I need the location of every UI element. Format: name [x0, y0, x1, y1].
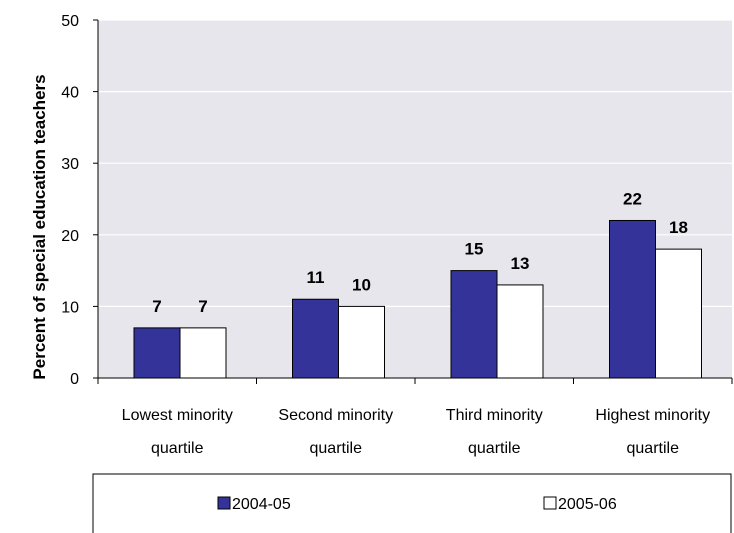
bar-2004-05-3: [609, 219, 656, 379]
bar-2005-06-3: [655, 248, 702, 379]
bar-2005-06-1: [338, 305, 385, 379]
y-axis-ticks: 0 10 20 30 40 50: [61, 13, 98, 388]
x-category-label: quartile: [151, 440, 204, 457]
value-label: 22: [623, 189, 642, 208]
value-label: 7: [152, 297, 161, 316]
x-category-label: Second minority: [278, 407, 393, 424]
x-category-label: Third minority: [446, 407, 543, 424]
legend-swatch: [217, 496, 231, 510]
legend-label: 2005-06: [558, 496, 617, 513]
legend-swatch: [543, 496, 557, 510]
x-axis-categories: Lowest minority quartile Second minority qu…: [122, 407, 710, 457]
y-tick-label: 10: [61, 299, 79, 316]
value-label: 18: [669, 218, 688, 237]
legend-frame: [92, 473, 732, 533]
y-tick-label: 40: [61, 85, 79, 102]
x-category-label: Highest minority: [595, 407, 710, 424]
x-category-label: Lowest minority: [122, 407, 233, 424]
bar-2005-06-2: [496, 284, 544, 379]
legend-label: 2004-05: [232, 496, 291, 513]
x-category-label: quartile: [310, 440, 363, 457]
value-label: 10: [352, 275, 371, 294]
legend: 2004-05 2005-06: [92, 473, 732, 533]
value-label: 11: [307, 268, 325, 287]
y-tick-label: 20: [61, 228, 79, 245]
bar-2005-06-0: [179, 327, 227, 379]
y-tick-label: 0: [70, 371, 79, 388]
y-tick-label: 30: [61, 156, 79, 173]
bars: [133, 219, 702, 379]
bar-2004-05-2: [450, 270, 498, 379]
y-axis-label: Percent of special education teachers: [30, 74, 49, 379]
y-tick-label: 50: [61, 13, 79, 30]
x-category-label: quartile: [627, 440, 680, 457]
value-labels: 7 7 11 10 15 13 22 18: [152, 189, 688, 315]
value-label: 13: [511, 254, 530, 273]
bar-2004-05-0: [133, 327, 181, 379]
x-category-label: quartile: [468, 440, 521, 457]
value-label: 7: [198, 297, 207, 316]
axes: [97, 20, 733, 384]
value-label: 15: [465, 240, 484, 259]
bar-2004-05-1: [292, 298, 339, 379]
